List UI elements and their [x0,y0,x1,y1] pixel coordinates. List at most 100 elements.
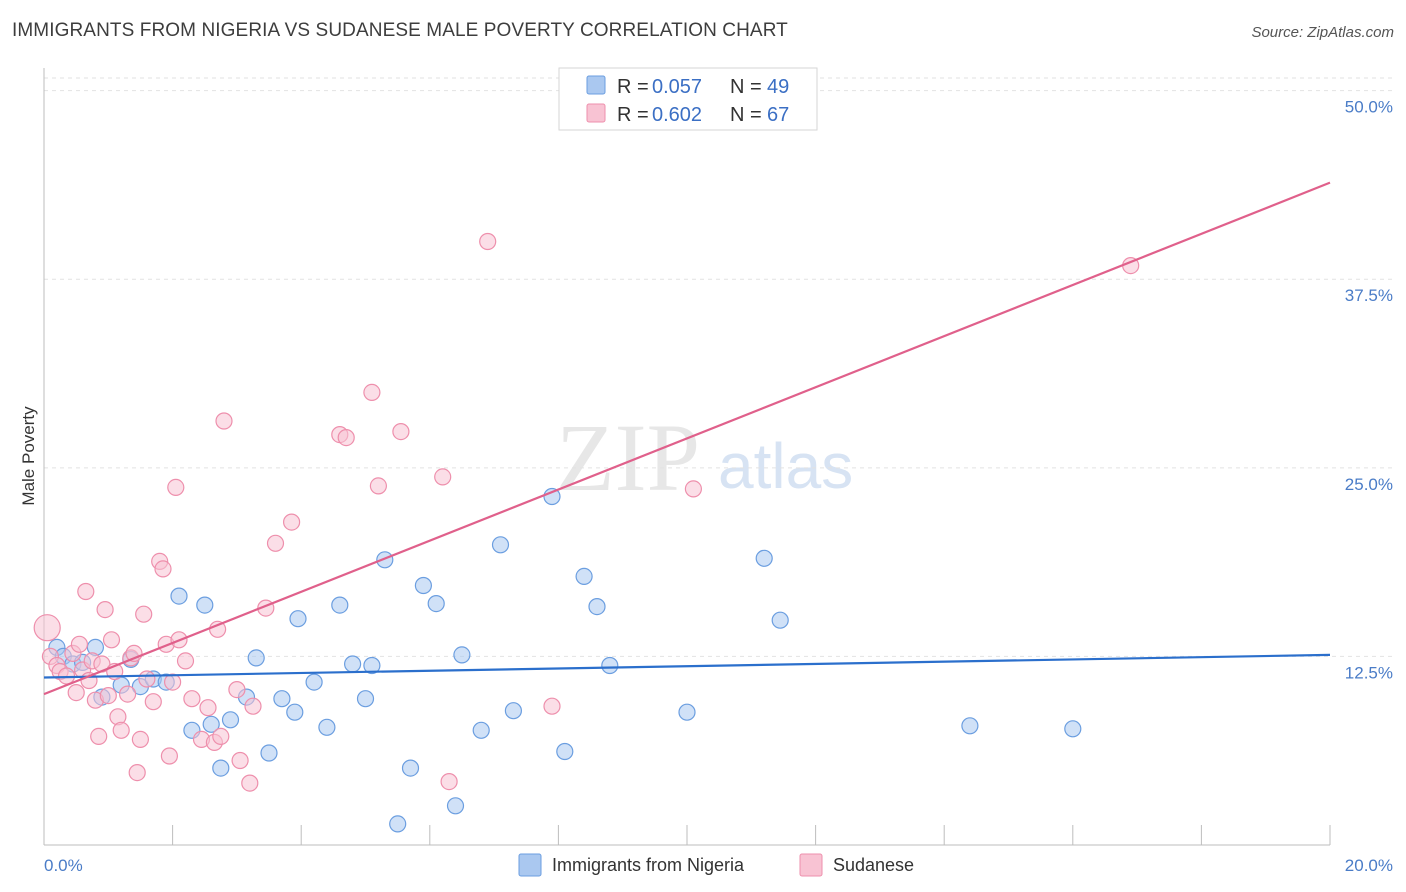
legend-n-value-nigeria: 49 [767,76,789,98]
legend-n-value-sudanese: 67 [767,104,789,126]
point-sudanese-57 [440,772,458,791]
point-nigeria-48 [1064,720,1082,738]
legend-r-label-sudanese: R = [617,104,649,126]
point-sudanese-46 [241,774,259,792]
point-sudanese-13 [90,727,108,746]
point-nigeria-31 [401,759,420,777]
legend-n-label-sudanese: N = [730,104,762,126]
point-sudanese-53 [363,383,381,401]
bottom-legend-label-sudanese: Sudanese [833,855,914,875]
point-nigeria-40 [556,742,574,761]
legend: R = 0.057 N = 49 R = 0.602 N = 67 [558,67,818,131]
point-nigeria-47 [961,717,979,735]
point-sudanese-52 [337,429,355,447]
point-sudanese-7 [70,635,89,653]
point-sudanese-39 [199,699,217,717]
point-sudanese-32 [160,747,178,765]
point-sudanese-28 [144,693,162,711]
point-nigeria-27 [356,690,375,708]
trend-lines [43,181,1331,696]
grid-lines [44,77,1394,657]
point-sudanese-44 [228,680,246,699]
point-sudanese-54 [369,477,387,495]
legend-r-label-nigeria: R = [617,76,649,98]
point-sudanese-59 [543,697,561,715]
series-sudanese [33,232,1140,792]
point-nigeria-18 [247,649,265,667]
legend-n-label-nigeria: N = [730,76,762,98]
point-sudanese-50 [283,513,301,531]
point-nigeria-21 [286,703,304,721]
series-immigrants-from-nigeria [48,487,1082,833]
source-label: Source: ZipAtlas.com [1251,24,1394,41]
point-nigeria-25 [331,596,349,614]
point-nigeria-42 [588,597,606,616]
bottom-legend-label-nigeria: Immigrants from Nigeria [552,855,745,875]
point-sudanese-17 [102,631,121,649]
point-nigeria-14 [202,715,220,733]
point-sudanese-43 [215,412,233,430]
point-nigeria-26 [344,655,362,673]
point-sudanese-20 [112,721,130,739]
y-tick-label-3: 50.0% [1345,98,1393,117]
point-nigeria-34 [446,797,465,815]
point-sudanese-60 [684,480,703,498]
point-nigeria-33 [427,594,445,613]
y-axis-label-group: Male Poverty [19,406,38,506]
chart-title: IMMIGRANTS FROM NIGERIA VS SUDANESE MALE… [12,20,788,41]
point-nigeria-28 [363,656,381,675]
point-sudanese-24 [128,763,146,782]
point-nigeria-24 [318,718,336,736]
point-sudanese-27 [138,670,156,688]
point-sudanese-15 [96,600,114,619]
trend-line-sudanese [43,181,1331,696]
point-sudanese-34 [167,478,185,496]
legend-swatch-nigeria [586,75,606,95]
point-nigeria-43 [601,656,619,675]
point-sudanese-42 [212,727,230,746]
point-sudanese-9 [77,582,95,601]
point-sudanese-36 [176,652,195,670]
point-nigeria-36 [472,721,490,739]
point-sudanese-25 [131,730,149,749]
point-nigeria-23 [305,673,323,691]
point-nigeria-45 [755,549,773,567]
point-sudanese-30 [154,560,172,578]
y-tick-label-2: 37.5% [1345,286,1393,305]
axes [43,68,1331,846]
legend-r-value-sudanese: 0.602 [652,104,702,126]
point-sudanese-47 [244,697,262,715]
point-sudanese-16 [99,686,117,705]
trend-line-nigeria [43,653,1331,679]
bottom-legend: Immigrants from Nigeria Sudanese [518,853,914,877]
point-nigeria-16 [221,711,240,729]
watermark-zip: ZIP [556,404,700,511]
x-tick-labels: 0.0% 20.0% [44,856,1393,875]
y-tick-label-0: 12.5% [1345,663,1393,682]
bottom-legend-swatch-nigeria [518,853,542,877]
point-sudanese-26 [135,605,153,623]
point-sudanese-6 [67,683,85,702]
point-nigeria-20 [273,690,291,708]
point-nigeria-37 [491,536,510,554]
point-sudanese-45 [231,751,249,770]
point-sudanese-37 [183,690,201,708]
point-sudanese-49 [266,534,285,552]
point-nigeria-19 [260,744,278,762]
point-nigeria-22 [289,610,307,628]
watermark: ZIP atlas [556,404,853,511]
point-sudanese-0 [33,614,61,642]
point-nigeria-38 [504,702,523,720]
point-nigeria-44 [678,703,696,721]
point-nigeria-32 [414,576,432,595]
y-tick-labels: 12.5% 25.0% 37.5% 50.0% [1345,98,1393,683]
legend-swatch-sudanese [586,103,606,123]
point-sudanese-56 [434,468,452,486]
point-nigeria-15 [212,759,230,777]
y-tick-label-1: 25.0% [1345,475,1393,494]
point-nigeria-13 [196,596,214,614]
point-nigeria-41 [575,567,593,586]
bottom-legend-swatch-sudanese [799,853,823,877]
legend-r-value-nigeria: 0.057 [652,76,702,98]
